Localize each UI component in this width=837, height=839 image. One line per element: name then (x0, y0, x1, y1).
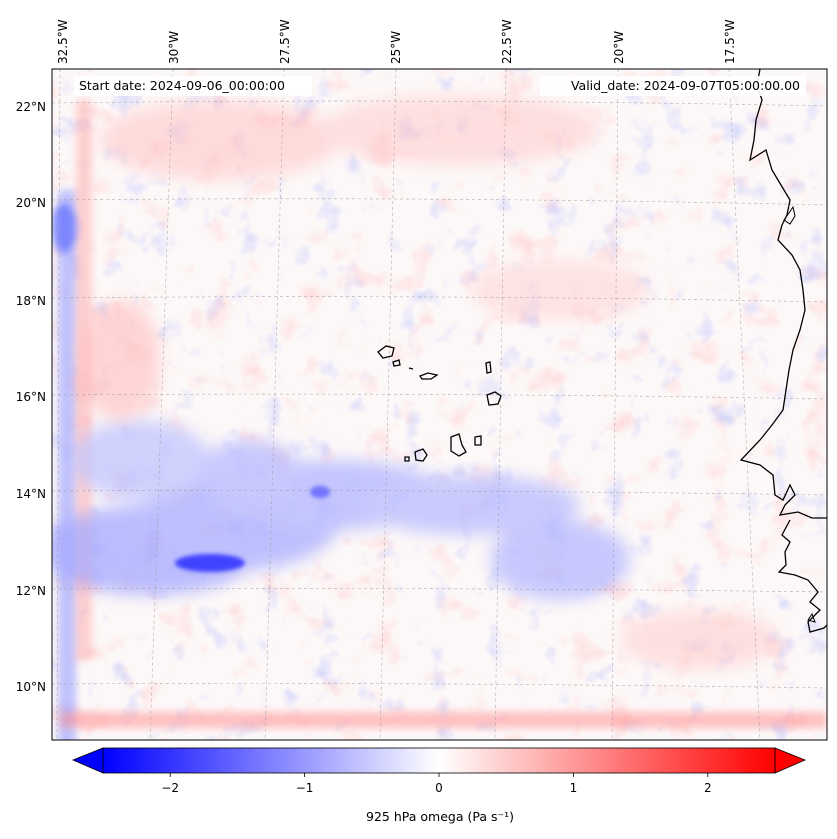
island-sal (485, 361, 492, 374)
island-santa-luzia (408, 367, 414, 370)
lon-label: 22.5°W (500, 19, 514, 64)
lon-label: 32.5°W (56, 19, 70, 64)
island-santo-antao (377, 345, 395, 359)
island-sao-vicente (392, 359, 401, 367)
colorbar: −2 −1 0 1 2 925 hPa omega (Pa s⁻¹) (71, 747, 807, 824)
colorbar-extend-low (71, 747, 104, 774)
map-gridlines (52, 69, 827, 740)
blue-patch-northwest (52, 203, 76, 253)
cape-verde-islands (377, 345, 502, 462)
island-boa-vista (486, 391, 502, 406)
island-santiago (450, 433, 467, 457)
lat-label: 14°N (16, 487, 46, 501)
colorbar-tick-label: −1 (296, 781, 314, 795)
lon-label: 25°W (389, 31, 403, 64)
start-date-box (74, 76, 312, 96)
valid-date-label: Valid_date: 2024-09-07T05:00:00.00 (571, 78, 800, 93)
lat-label: 16°N (16, 390, 46, 404)
lat-label: 10°N (16, 680, 46, 694)
colorbar-tick-label: 2 (704, 781, 712, 795)
lat-label: 18°N (16, 294, 46, 308)
african-coastline (739, 69, 827, 633)
colorbar-tick-label: −2 (161, 781, 179, 795)
lon-label: 30°W (167, 31, 181, 64)
colorbar-tick-label: 1 (570, 781, 578, 795)
colorbar-tick-label: 0 (435, 781, 443, 795)
colorbar-label: 925 hPa omega (Pa s⁻¹) (366, 809, 514, 824)
western-boundary-blue-band (58, 190, 76, 740)
colorbar-ticks: −2 −1 0 1 2 (161, 773, 712, 795)
strong-ascent-core (175, 554, 245, 572)
subsidence-patches (80, 95, 780, 670)
itcz-blue-band (52, 420, 630, 600)
lat-label: 12°N (16, 584, 46, 598)
omega-field (52, 69, 827, 740)
island-fogo (414, 448, 428, 462)
colorbar-body (102, 747, 776, 774)
island-brava (404, 456, 410, 462)
lat-label: 22°N (16, 100, 46, 114)
island-maio (474, 435, 482, 446)
island-sao-nicolau (419, 372, 439, 380)
longitude-tick-labels: 32.5°W 30°W 27.5°W 25°W 22.5°W 20°W 17.5… (56, 19, 737, 64)
ascent-core-minor (310, 486, 330, 498)
lon-label: 20°W (612, 31, 626, 64)
start-date-label: Start date: 2024-09-06_00:00:00 (79, 78, 285, 93)
lon-label: 27.5°W (278, 19, 292, 64)
lon-label: 17.5°W (723, 19, 737, 64)
valid-date-box (540, 76, 806, 96)
map-frame (51, 68, 828, 741)
southern-boundary-red-band (60, 712, 827, 728)
lat-label: 20°N (16, 196, 46, 210)
colorbar-extend-high (774, 747, 807, 774)
latitude-tick-labels: 22°N 20°N 18°N 16°N 14°N 12°N 10°N (16, 100, 46, 694)
